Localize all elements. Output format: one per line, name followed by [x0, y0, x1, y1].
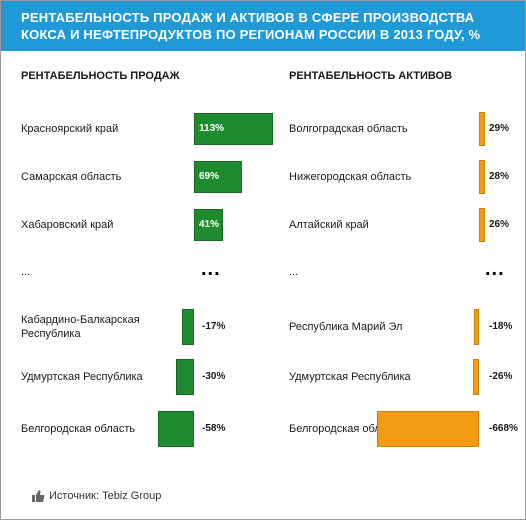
category-label: Удмуртская Республика	[21, 371, 143, 383]
value-label: -30%	[202, 371, 226, 382]
assets-panel-title: РЕНТАБЕЛЬНОСТЬ АКТИВОВ	[289, 70, 453, 82]
title-header: РЕНТАБЕЛЬНОСТЬ ПРОДАЖ И АКТИВОВ В СФЕРЕ …	[1, 1, 525, 51]
category-label: Волгоградская область	[289, 123, 408, 135]
category-label: Красноярский край	[21, 123, 119, 135]
sales-panel-title: РЕНТАБЕЛЬНОСТЬ ПРОДАЖ	[21, 70, 180, 82]
ellipsis-label: ...	[21, 266, 31, 278]
ellipsis-dots: ...	[485, 258, 505, 280]
value-label: 29%	[489, 123, 510, 134]
category-label: Нижегородская область	[289, 171, 412, 183]
ellipsis-label: ...	[289, 266, 299, 278]
value-label: 28%	[489, 171, 510, 182]
value-label: -18%	[489, 321, 513, 332]
bar	[377, 411, 479, 447]
category-label: Самарская область	[21, 171, 122, 183]
bar	[182, 309, 194, 345]
category-label: Кабардино-Балкарская Республика	[21, 314, 140, 340]
bar	[479, 112, 485, 146]
category-label: Хабаровский край	[21, 219, 114, 231]
chart-title-line-1: РЕНТАБЕЛЬНОСТЬ ПРОДАЖ И АКТИВОВ В СФЕРЕ …	[21, 10, 475, 25]
value-label: -17%	[202, 321, 226, 332]
bar	[474, 309, 479, 345]
bar	[194, 209, 223, 241]
bar	[473, 359, 479, 395]
bar	[176, 359, 194, 395]
bar	[479, 208, 485, 242]
ellipsis-dots: ...	[201, 258, 221, 280]
category-label: Белгородская область	[289, 423, 404, 435]
bar	[194, 161, 243, 193]
thumbs-up-icon	[32, 490, 45, 502]
value-label: 69%	[199, 171, 220, 182]
bar	[194, 113, 274, 145]
value-label: -26%	[489, 371, 513, 382]
bar	[158, 411, 194, 447]
value-label: 113%	[199, 123, 225, 134]
category-label: Алтайский край	[289, 219, 369, 231]
value-label: -668%	[489, 423, 518, 434]
bar	[479, 160, 485, 194]
value-label: 26%	[489, 219, 510, 230]
source-note: Источник: Tebiz Group	[49, 490, 162, 502]
category-label: Белгородская область	[21, 423, 136, 435]
chart-title-line-2: КОКСА И НЕФТЕПРОДУКТОВ ПО РЕГИОНАМ РОССИ…	[21, 27, 481, 42]
value-label: -58%	[202, 423, 226, 434]
category-label: Республика Марий Эл	[289, 321, 403, 333]
category-label: Удмуртская Республика	[289, 371, 411, 383]
value-label: 41%	[199, 219, 220, 230]
